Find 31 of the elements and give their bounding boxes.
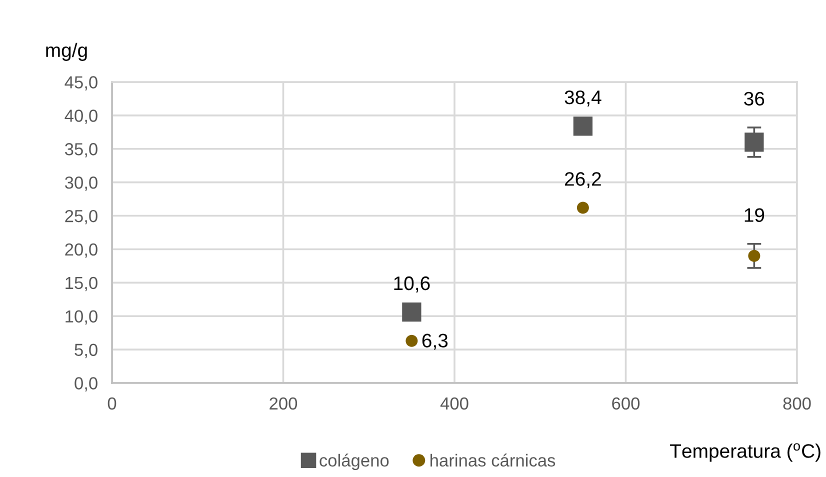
point — [406, 334, 418, 347]
point — [744, 132, 764, 152]
point — [576, 202, 589, 214]
point — [748, 250, 760, 262]
y-tick-label: 10,0 — [66, 310, 98, 325]
data-label: 19 — [744, 208, 764, 222]
point — [402, 302, 422, 322]
data-label: 6,3 — [422, 334, 448, 350]
data-label: 10,6 — [394, 276, 430, 292]
data-label: 38,4 — [564, 90, 602, 107]
point — [573, 116, 593, 136]
data-label: 26,2 — [564, 172, 601, 188]
x-tick-label: 600 — [612, 397, 640, 410]
legend-label: harinas cárnicas — [430, 454, 556, 467]
y-tick-label: 45,0 — [64, 76, 98, 91]
x-tick-label: 800 — [783, 397, 811, 410]
y-axis-title: mg/g — [46, 42, 87, 61]
y-tick-label: 25,0 — [65, 210, 98, 224]
y-tick-label: 30,0 — [64, 176, 98, 191]
x-tick-label: 0 — [108, 397, 116, 410]
y-tick-label: 15,0 — [66, 276, 98, 292]
y-tick-label: 0,0 — [74, 377, 98, 392]
y-tick-label: 5,0 — [74, 344, 98, 358]
x-tick-label: 200 — [270, 397, 298, 410]
legend-label: colágeno — [320, 454, 389, 470]
y-tick-label: 20,0 — [65, 243, 98, 258]
data-label: 36 — [744, 92, 764, 106]
x-tick-label: 400 — [440, 397, 468, 410]
y-tick-label: 35,0 — [64, 143, 98, 158]
x-axis-title: Temperatura ($^{o}$C) — [670, 443, 820, 462]
y-tick-label: 40,0 — [64, 110, 98, 124]
